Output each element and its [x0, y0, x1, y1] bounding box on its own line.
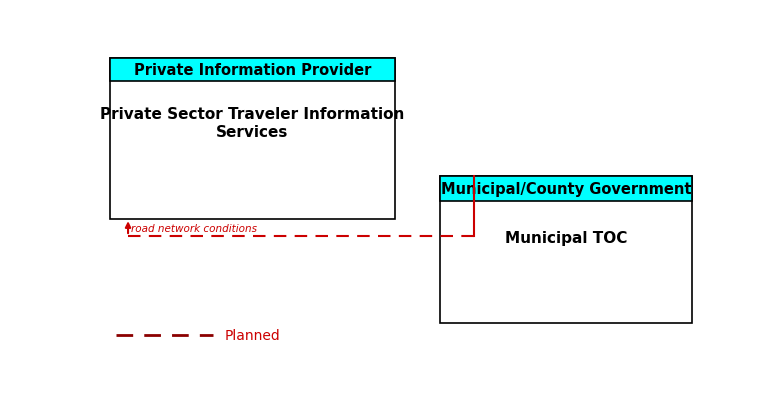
Text: Municipal/County Government: Municipal/County Government	[441, 182, 691, 197]
Bar	[440, 177, 692, 323]
Bar	[109, 58, 395, 82]
Text: Private Information Provider: Private Information Provider	[134, 63, 371, 78]
Bar	[109, 58, 395, 219]
Text: road network conditions: road network conditions	[131, 224, 257, 234]
Text: Municipal TOC: Municipal TOC	[504, 231, 627, 245]
Text: Private Sector Traveler Information
Services: Private Sector Traveler Information Serv…	[100, 107, 404, 139]
Text: Planned: Planned	[225, 329, 281, 343]
Bar	[440, 177, 692, 202]
